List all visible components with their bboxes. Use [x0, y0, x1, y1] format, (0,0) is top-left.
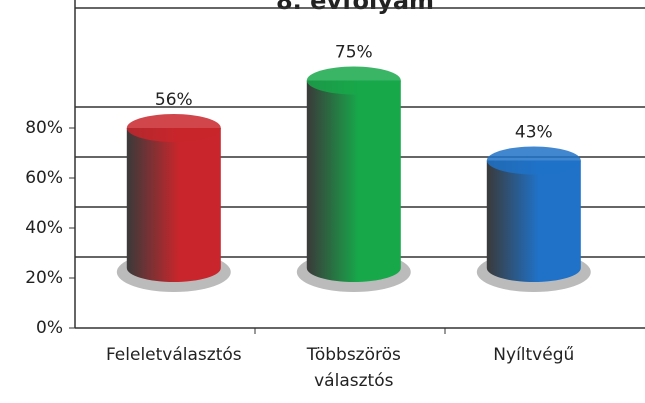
x-tick-label: Többszörös választós [306, 345, 401, 391]
value-label: 43% [515, 123, 553, 143]
bar [486, 160, 581, 282]
y-tick-label: 40% [25, 218, 63, 238]
x-tick-label: Feleletválasztós [105, 345, 242, 365]
value-label: 56% [155, 90, 193, 110]
bar-top [306, 66, 401, 95]
bar-top [486, 146, 581, 175]
x-tick-label: Nyíltvégű [493, 345, 575, 365]
y-tick-label: 80% [25, 118, 63, 138]
bar [126, 128, 221, 282]
bar [306, 80, 401, 283]
y-tick-label: 60% [25, 168, 63, 188]
bar-top [126, 114, 221, 142]
y-tick-label: 0% [36, 318, 63, 338]
value-label: 75% [335, 43, 373, 63]
y-tick-label: 20% [25, 268, 63, 288]
